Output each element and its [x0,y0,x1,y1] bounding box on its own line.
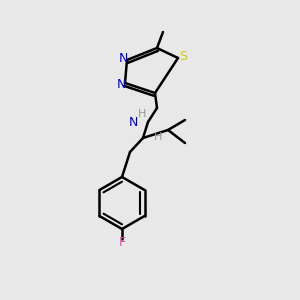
Text: S: S [179,50,187,64]
Text: H: H [138,109,146,119]
Text: F: F [118,236,126,250]
Text: N: N [118,52,128,65]
Text: N: N [116,77,126,91]
Text: H: H [154,132,162,142]
Text: N: N [128,116,138,130]
